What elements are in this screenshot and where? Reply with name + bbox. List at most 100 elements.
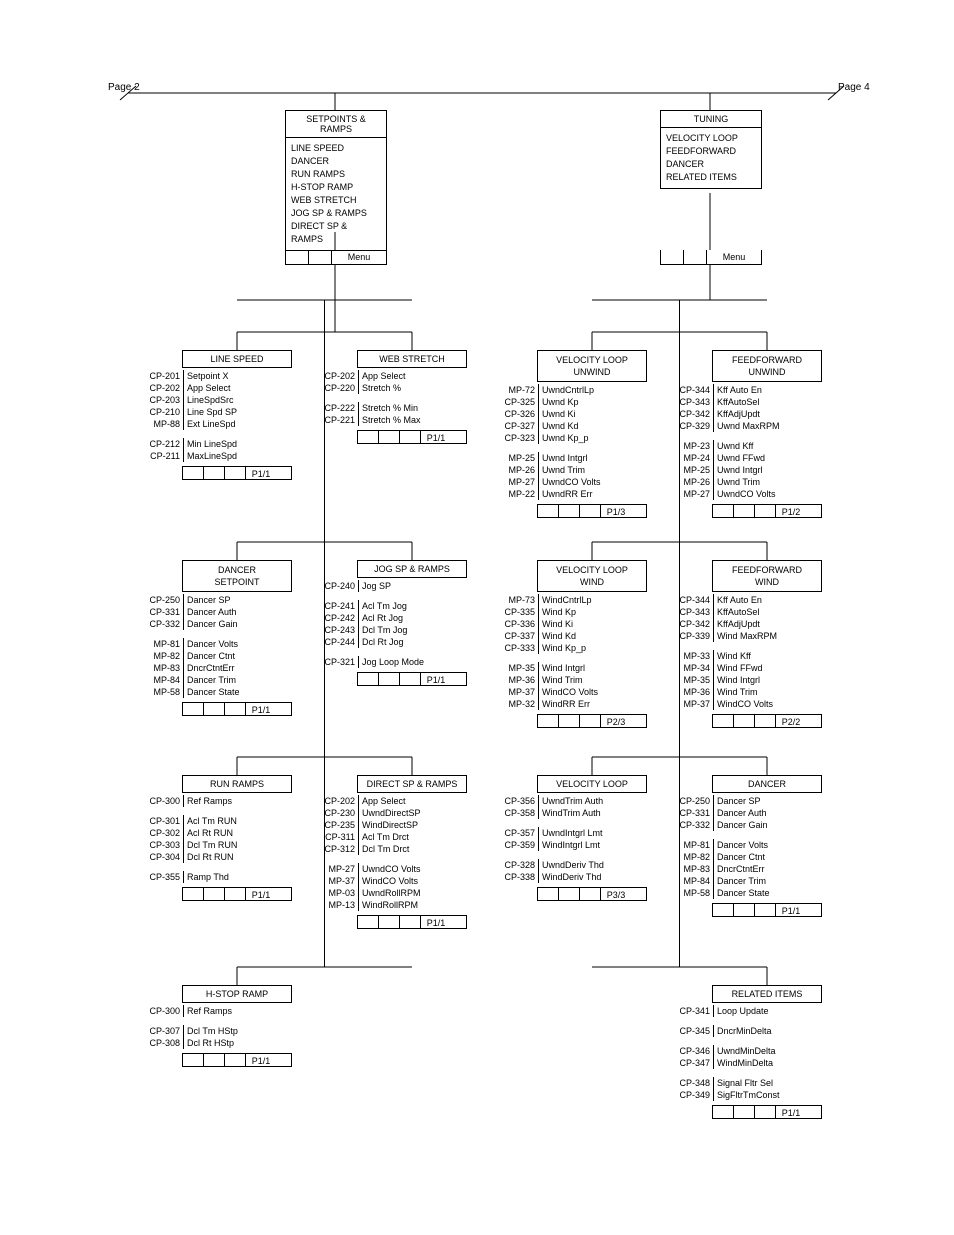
sub-footer: P3/3 (537, 887, 647, 901)
param-row: CP-303Dcl Tm RUN (140, 839, 250, 851)
param-row: CP-348Signal Fltr Sel (670, 1077, 780, 1089)
param-label: KffAutoSel (714, 606, 759, 618)
page-indicator: P1/1 (245, 703, 276, 715)
param-row: MP-25Uwnd Intgrl (670, 464, 780, 476)
param-label: WindCntrlLp (539, 594, 592, 606)
page-indicator: P1/1 (245, 888, 276, 900)
param-code: CP-244 (315, 636, 358, 648)
param-label: Dancer Ctnt (714, 851, 765, 863)
param-label: WindRR Err (539, 698, 590, 710)
param-label: Wind MaxRPM (714, 630, 777, 642)
param-code: CP-331 (140, 606, 183, 618)
param-row: CP-307Dcl Tm HStp (140, 1025, 250, 1037)
param-row: CP-202App Select (315, 795, 425, 807)
param-label: Wind Kd (539, 630, 576, 642)
param-row: CP-212Min LineSpd (140, 438, 250, 450)
param-code: MP-88 (140, 418, 183, 430)
param-code: CP-357 (495, 827, 538, 839)
param-label: WindTrim Auth (539, 807, 601, 819)
param-row: MP-26Uwnd Trim (670, 476, 780, 488)
param-row: MP-81Dancer Volts (670, 839, 780, 851)
param-label: UwndTrim Auth (539, 795, 603, 807)
param-row (670, 1017, 780, 1025)
param-row (670, 1037, 780, 1045)
param-label: Ref Ramps (184, 795, 232, 807)
param-row: CP-337Wind Kd (495, 630, 605, 642)
param-label: UwndRollRPM (359, 887, 421, 899)
param-code: MP-84 (670, 875, 713, 887)
param-row (315, 855, 425, 863)
param-code: MP-82 (140, 650, 183, 662)
param-code: MP-36 (495, 674, 538, 686)
sub-box: DANCERSETPOINTCP-250Dancer SPCP-331Dance… (140, 560, 250, 716)
param-row (670, 642, 780, 650)
param-code: CP-337 (495, 630, 538, 642)
param-row: CP-344Kff Auto En (670, 594, 780, 606)
param-row: MP-27UwndCO Volts (670, 488, 780, 500)
param-label: Wind Intgrl (539, 662, 585, 674)
param-row: MP-37WindCO Volts (315, 875, 425, 887)
param-code: MP-26 (670, 476, 713, 488)
param-row: CP-327Uwnd Kd (495, 420, 605, 432)
param-label: Dcl Tm RUN (184, 839, 237, 851)
param-label: UwndRR Err (539, 488, 593, 500)
sub-footer: P2/3 (537, 714, 647, 728)
sub-footer: P1/1 (357, 915, 467, 929)
param-code: CP-300 (140, 1005, 183, 1017)
param-label: WindDeriv Thd (539, 871, 601, 883)
param-code: MP-81 (140, 638, 183, 650)
param-code: CP-243 (315, 624, 358, 636)
param-label: KffAdjUpdt (714, 408, 760, 420)
param-label: Dancer State (714, 887, 770, 899)
param-row: CP-312Dcl Tm Drct (315, 843, 425, 855)
param-label: Dancer State (184, 686, 240, 698)
menu-body: VELOCITY LOOPFEEDFORWARDDANCERRELATED IT… (661, 128, 761, 188)
sub-footer: P1/1 (182, 702, 292, 716)
page-indicator: P1/1 (420, 673, 451, 685)
param-label: Uwnd Trim (714, 476, 760, 488)
sub-footer: P2/2 (712, 714, 822, 728)
param-row: CP-332Dancer Gain (670, 819, 780, 831)
sub-title: FEEDFORWARDWIND (712, 560, 822, 592)
page-indicator: P1/1 (420, 916, 451, 928)
param-code: CP-332 (140, 618, 183, 630)
param-code: CP-345 (670, 1025, 713, 1037)
param-label: Wind Kp (539, 606, 576, 618)
menu-item: RUN RAMPS (291, 168, 381, 181)
param-code: CP-341 (670, 1005, 713, 1017)
menu-item: RELATED ITEMS (666, 171, 756, 184)
sub-box: WEB STRETCHCP-202App SelectCP-220Stretch… (315, 350, 425, 444)
param-label: UwndIntgrl Lmt (539, 827, 603, 839)
param-label: Wind Kp_p (539, 642, 586, 654)
sub-title: DANCER (712, 775, 822, 793)
sub-footer: P1/1 (357, 672, 467, 686)
param-code: CP-241 (315, 600, 358, 612)
param-label: Dancer Gain (184, 618, 238, 630)
param-row: CP-343KffAutoSel (670, 606, 780, 618)
param-label: Dancer Trim (714, 875, 766, 887)
page-link-left: Page 2 (108, 82, 140, 93)
param-label: Min LineSpd (184, 438, 237, 450)
param-label: Dcl Tm HStp (184, 1025, 238, 1037)
param-code: CP-323 (495, 432, 538, 444)
menu-item: VELOCITY LOOP (666, 132, 756, 145)
param-label: UwndDirectSP (359, 807, 421, 819)
param-label: Dcl Rt RUN (184, 851, 234, 863)
menu-item: LINE SPEED (291, 142, 381, 155)
param-row: MP-37WindCO Volts (495, 686, 605, 698)
param-code: CP-335 (495, 606, 538, 618)
param-label: Uwnd Intgrl (539, 452, 588, 464)
param-row: MP-36Wind Trim (495, 674, 605, 686)
param-row: CP-243Dcl Tm Jog (315, 624, 425, 636)
param-code: CP-303 (140, 839, 183, 851)
param-code: CP-343 (670, 396, 713, 408)
param-row: CP-328UwndDeriv Thd (495, 859, 605, 871)
param-code: CP-331 (670, 807, 713, 819)
param-row: CP-201Setpoint X (140, 370, 250, 382)
param-label: Wind Intgrl (714, 674, 760, 686)
param-row (140, 863, 250, 871)
param-code: MP-82 (670, 851, 713, 863)
param-row: CP-210Line Spd SP (140, 406, 250, 418)
param-row: MP-72UwndCntrlLp (495, 384, 605, 396)
param-code: MP-32 (495, 698, 538, 710)
